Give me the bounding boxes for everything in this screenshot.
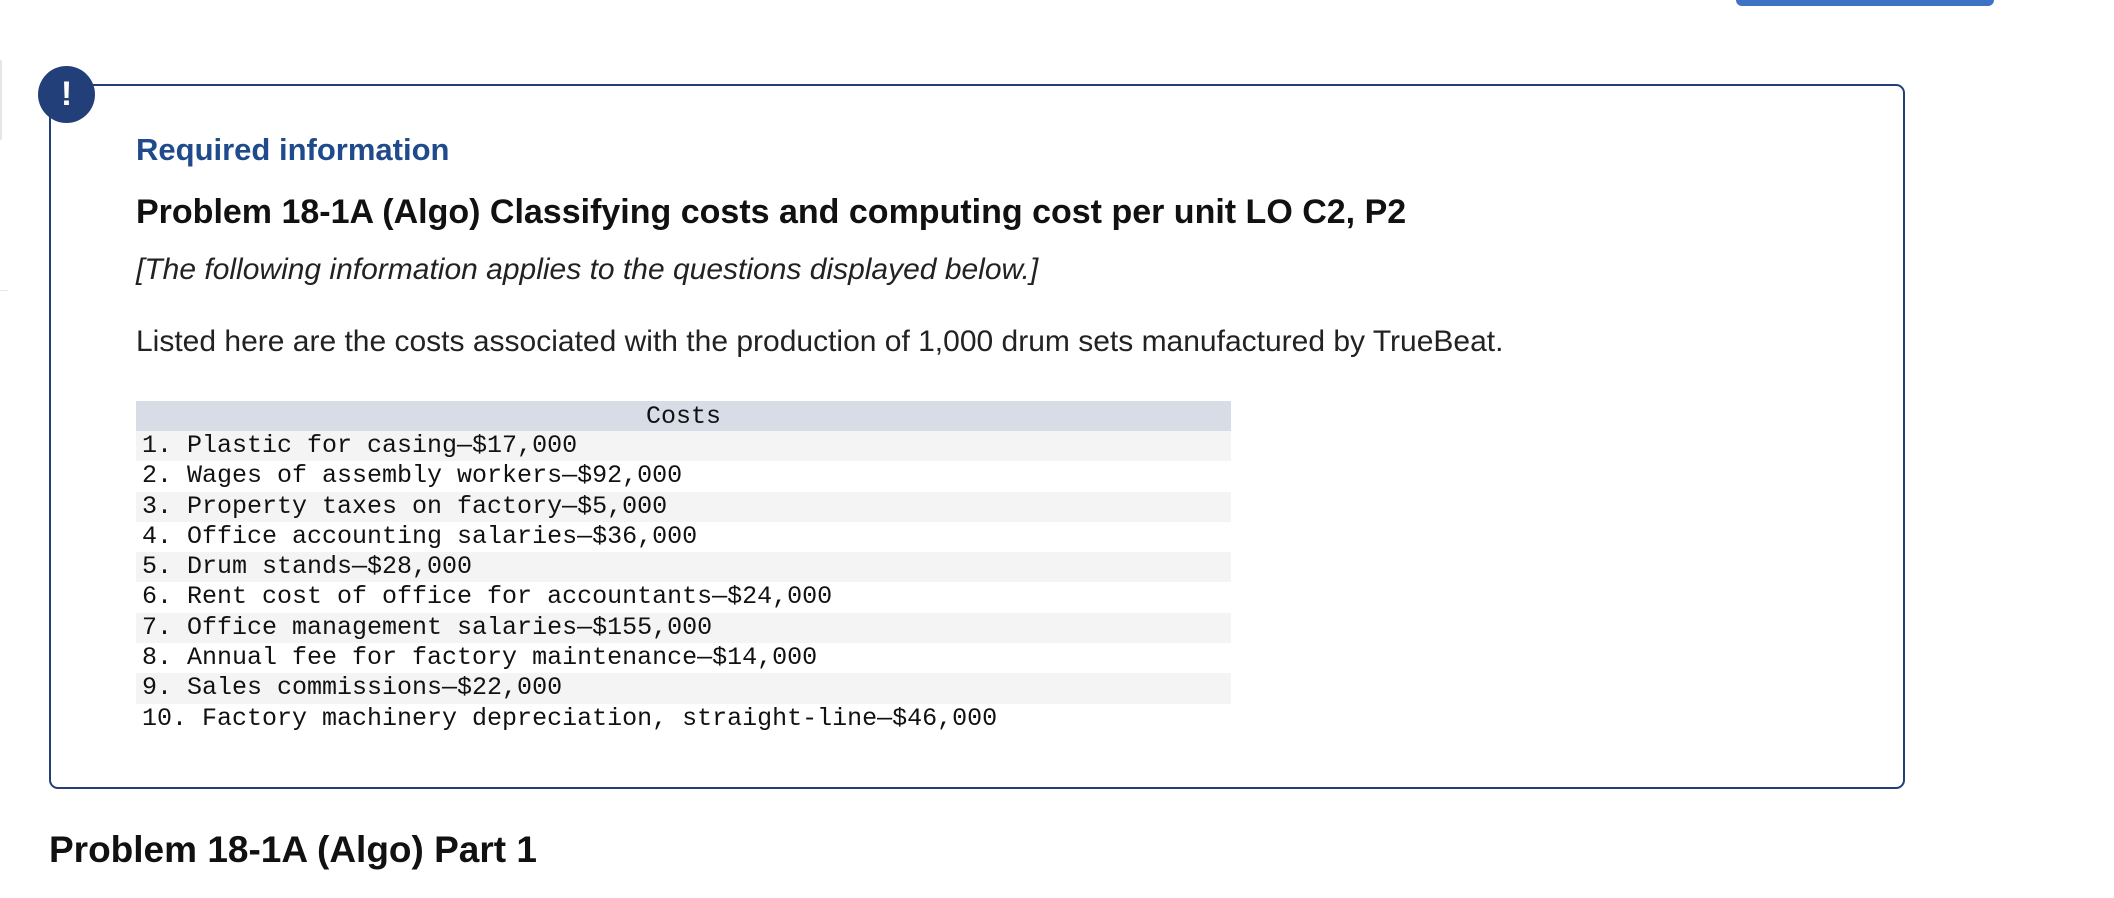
left-edge-divider [0, 290, 8, 291]
problem-title: Problem 18-1A (Algo) Classifying costs a… [136, 193, 1407, 231]
costs-table-body: 1. Plastic for casing—$17,000 2. Wages o… [136, 431, 1231, 734]
table-row: 3. Property taxes on factory—$5,000 [136, 491, 1231, 522]
top-action-button[interactable] [1736, 0, 1994, 6]
intro-text: Listed here are the costs associated wit… [136, 325, 1504, 358]
table-row: 4. Office accounting salaries—$36,000 [142, 521, 698, 551]
left-edge-divider [0, 60, 2, 140]
table-row: 1. Plastic for casing—$17,000 [136, 431, 1231, 462]
required-information-label: Required information [136, 132, 450, 167]
applies-note: [The following information applies to th… [136, 253, 1039, 286]
table-row: 7. Office management salaries—$155,000 [136, 612, 1231, 644]
table-row: 6. Rent cost of office for accountants—$… [142, 582, 833, 612]
exclamation-icon: ! [38, 66, 95, 123]
table-row: 8. Annual fee for factory maintenance—$1… [142, 643, 818, 673]
part-heading: Problem 18-1A (Algo) Part 1 [49, 829, 537, 870]
table-row: 5. Drum stands—$28,000 [136, 552, 1231, 583]
required-information-card [49, 84, 1905, 789]
table-row: 2. Wages of assembly workers—$92,000 [142, 461, 683, 491]
table-row: 9. Sales commissions—$22,000 [136, 673, 1231, 704]
costs-table-header: Costs [136, 401, 1231, 431]
table-row: 10. Factory machinery depreciation, stra… [142, 703, 998, 733]
costs-table: Costs 1. Plastic for casing—$17,000 2. W… [136, 401, 1231, 734]
